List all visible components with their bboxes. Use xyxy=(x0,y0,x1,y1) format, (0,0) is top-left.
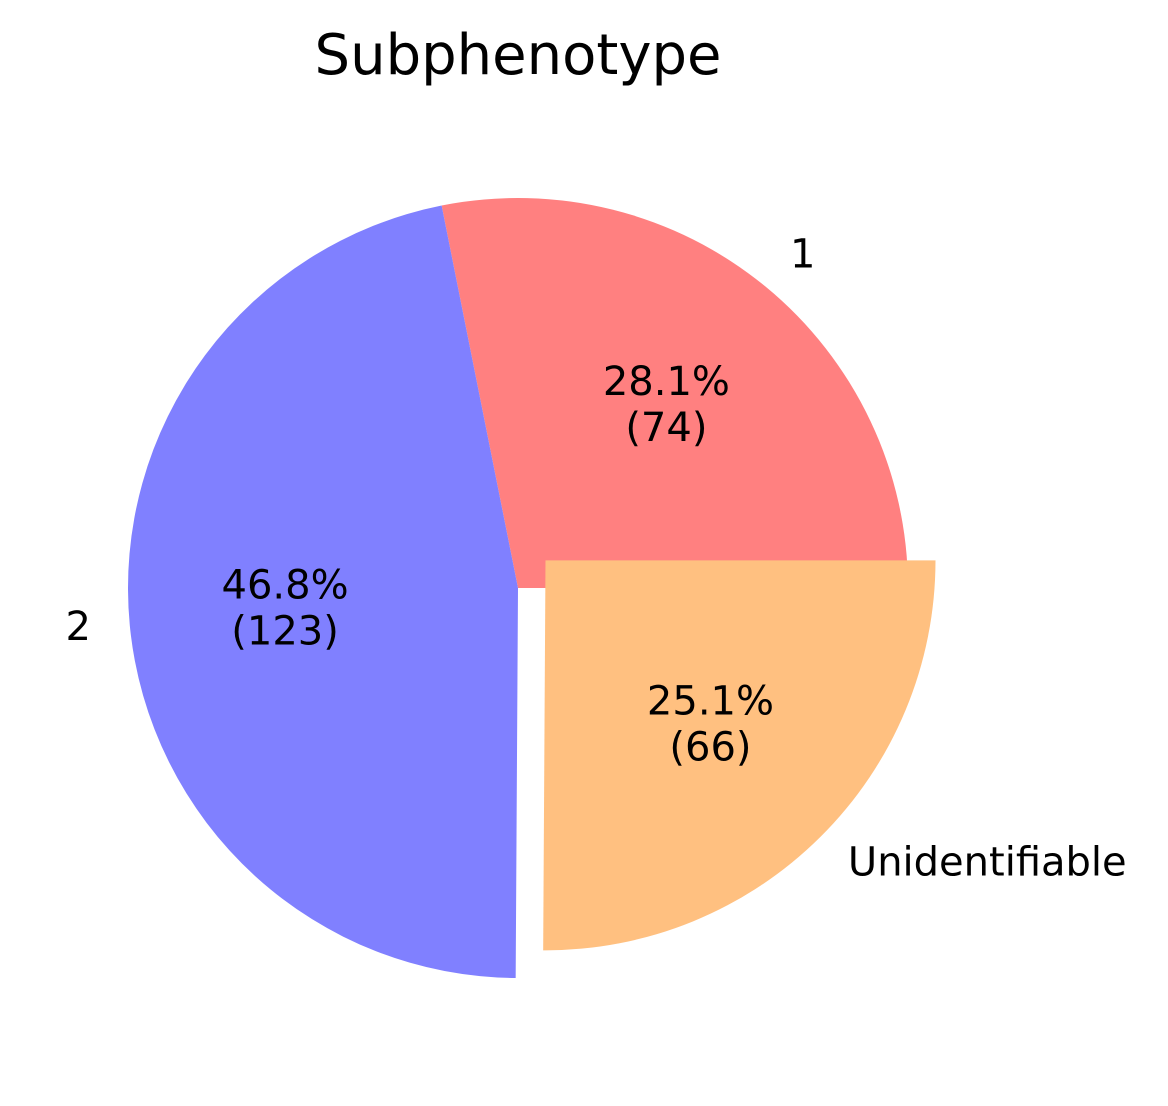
slice-count-2: (123) xyxy=(231,608,339,654)
pie-slice-2 xyxy=(127,205,518,978)
slice-percent-2: 46.8% xyxy=(222,562,349,608)
chart-title: Subphenotype xyxy=(315,23,722,88)
slice-label-unidentifiable: Unidentifiable xyxy=(848,840,1127,886)
slice-label-1: 1 xyxy=(790,231,815,277)
slices-layer xyxy=(127,198,936,978)
slice-count-unidentifiable: (66) xyxy=(669,724,751,770)
pie-slice-unidentifiable xyxy=(543,560,936,951)
slice-percent-1: 28.1% xyxy=(603,359,730,405)
pie-slice-1 xyxy=(441,198,908,588)
slice-label-2: 2 xyxy=(66,604,91,650)
labels-layer: 1 28.1%(74) 2 46.8%(123) Unidentifiable 25.1%… xyxy=(66,231,1127,885)
slice-percent-unidentifiable: 25.1% xyxy=(647,678,774,724)
slice-count-1: (74) xyxy=(625,405,707,451)
